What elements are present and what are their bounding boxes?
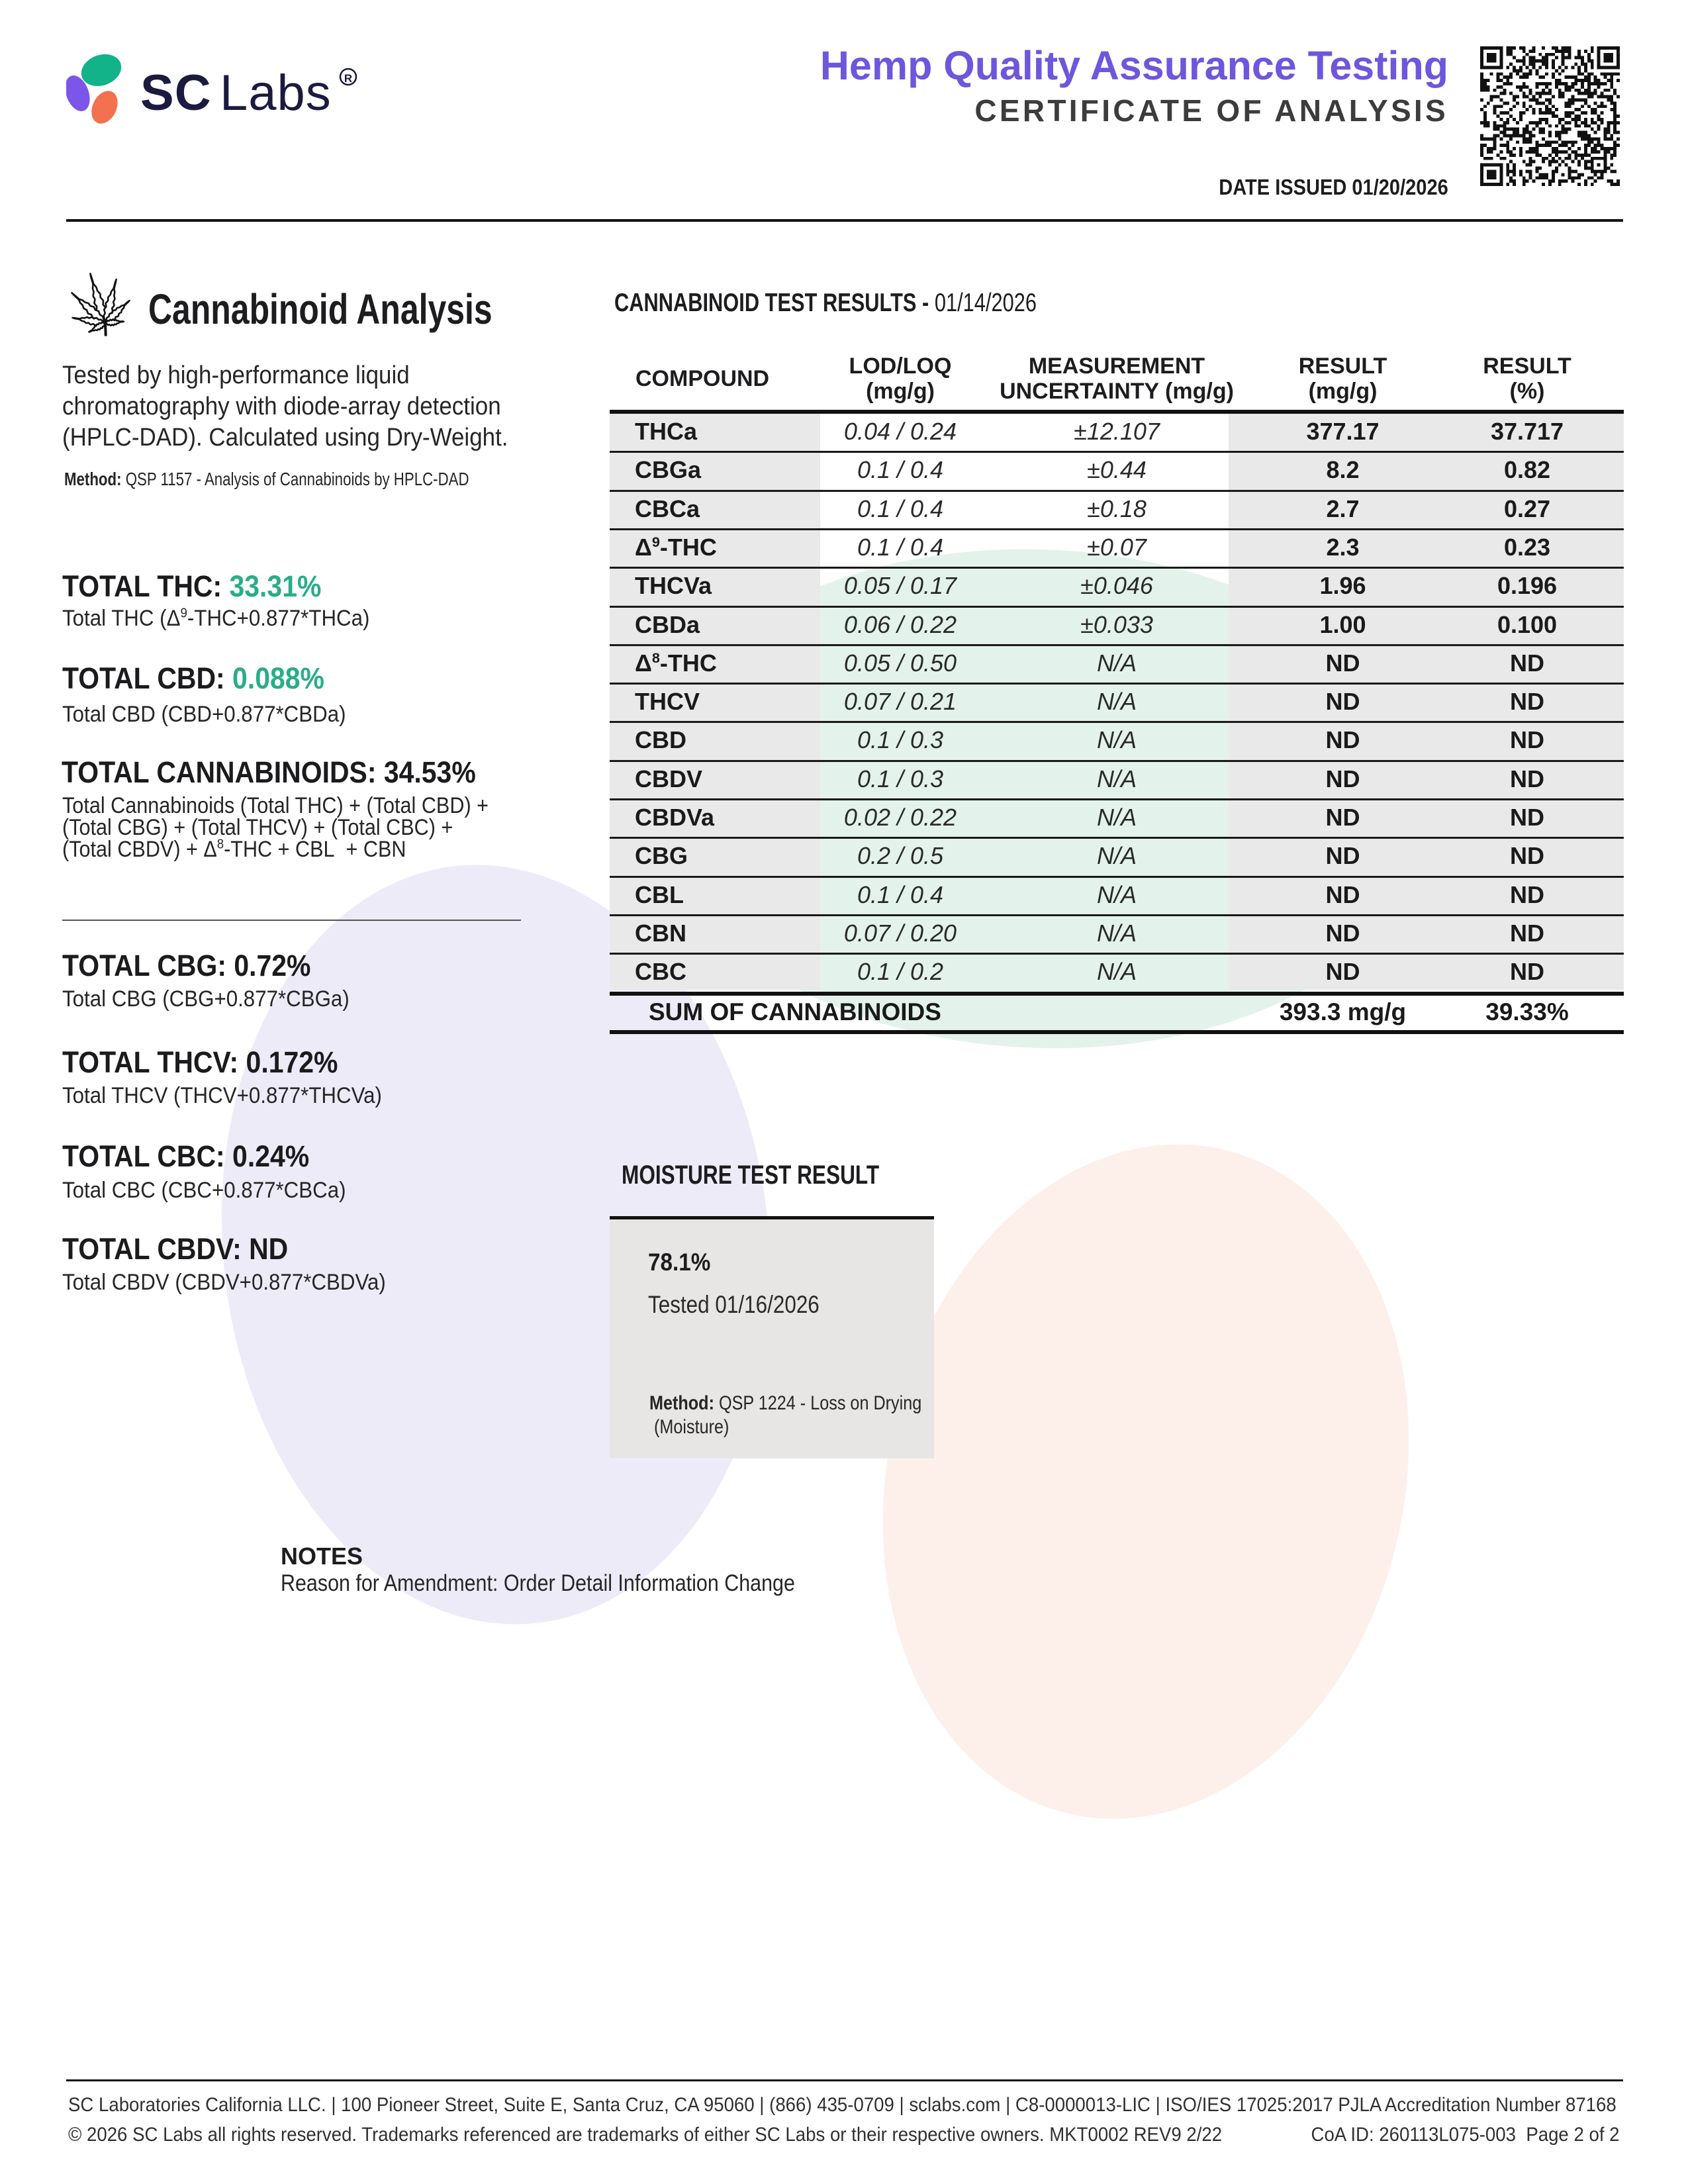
svg-text:SC: SC	[140, 65, 212, 121]
svg-text:R: R	[344, 72, 352, 85]
svg-text:Labs: Labs	[220, 65, 332, 121]
